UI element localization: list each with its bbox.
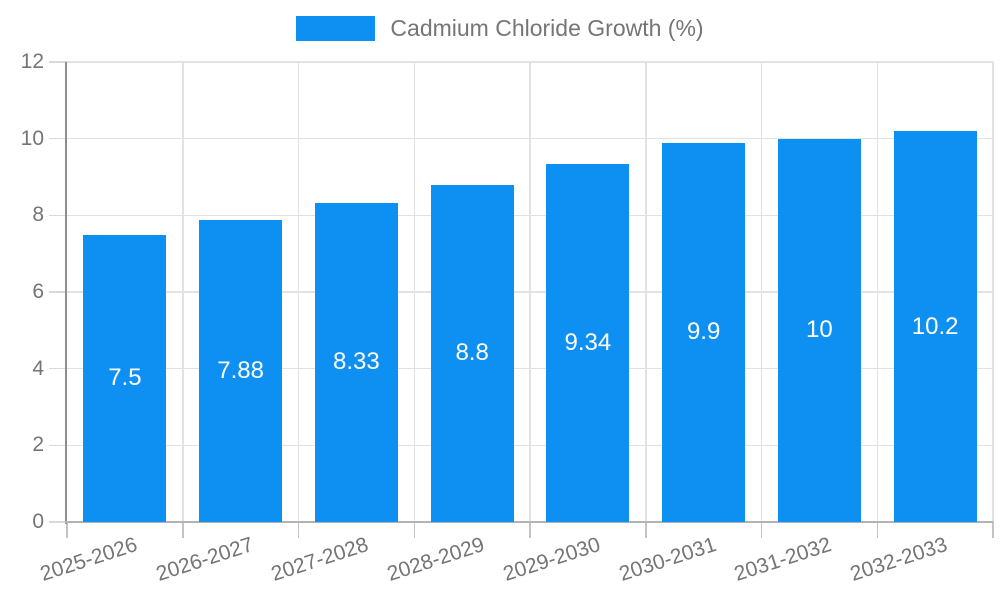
x-gridline <box>529 62 531 522</box>
y-tick-mark <box>49 137 67 140</box>
y-tick-label: 6 <box>32 280 44 303</box>
bar-value-label: 8.8 <box>455 339 489 367</box>
x-tick-mark <box>992 522 994 538</box>
bar-value-label: 7.88 <box>217 356 264 384</box>
y-tick-mark <box>49 367 67 370</box>
y-tick-mark <box>49 61 67 63</box>
bar-value-label: 7.5 <box>108 364 142 392</box>
y-axis-line <box>65 62 67 524</box>
legend-item[interactable]: Cadmium Chloride Growth (%) <box>296 15 704 41</box>
x-gridline <box>413 62 415 522</box>
bar <box>83 234 167 522</box>
y-tick-mark <box>49 291 67 293</box>
x-tick-mark <box>182 522 184 538</box>
x-gridline <box>645 62 647 522</box>
bar-value-label: 8.33 <box>333 348 380 376</box>
bar <box>777 138 861 522</box>
y-tick-label: 4 <box>32 356 44 380</box>
bar <box>662 142 746 522</box>
bar <box>430 184 514 522</box>
x-gridline <box>760 62 763 522</box>
y-tick-label: 0 <box>32 510 44 533</box>
y-tick-mark <box>49 444 67 447</box>
bar <box>893 131 977 522</box>
bar-value-label: 10.2 <box>911 312 959 340</box>
x-tick-mark <box>66 522 68 538</box>
x-tick-mark <box>297 522 300 538</box>
y-tick-label: 12 <box>20 50 44 73</box>
chart-legend: Cadmium Chloride Growth (%) <box>0 16 1000 41</box>
x-gridline <box>182 62 184 522</box>
x-tick-mark <box>645 522 647 538</box>
y-tick-label: 8 <box>32 203 44 227</box>
x-tick-mark <box>760 522 763 538</box>
y-tick-mark <box>49 214 67 217</box>
bar <box>546 163 630 522</box>
bar-value-label: 9.9 <box>686 318 721 346</box>
x-tick-mark <box>876 522 878 538</box>
x-tick-mark <box>413 522 415 538</box>
x-gridline <box>876 62 878 522</box>
bar-value-label: 9.34 <box>564 328 612 356</box>
legend-label: Cadmium Chloride Growth (%) <box>390 15 704 41</box>
y-tick-label: 2 <box>32 433 44 457</box>
bar <box>314 202 398 522</box>
y-tick-mark <box>49 521 67 523</box>
bar-value-label: 10 <box>806 316 833 344</box>
bar <box>199 219 283 522</box>
y-tick-label: 10 <box>20 126 44 150</box>
x-gridline <box>297 62 300 522</box>
plot-area: 0 2 4 6 8 10 12 7.5 7.88 8.33 8.8 9.34 9.9 10 10.2 2025… <box>21 50 994 586</box>
legend-swatch-icon <box>296 16 376 41</box>
y-gridline <box>67 61 993 63</box>
x-tick-mark <box>529 522 531 538</box>
x-gridline <box>992 62 994 522</box>
